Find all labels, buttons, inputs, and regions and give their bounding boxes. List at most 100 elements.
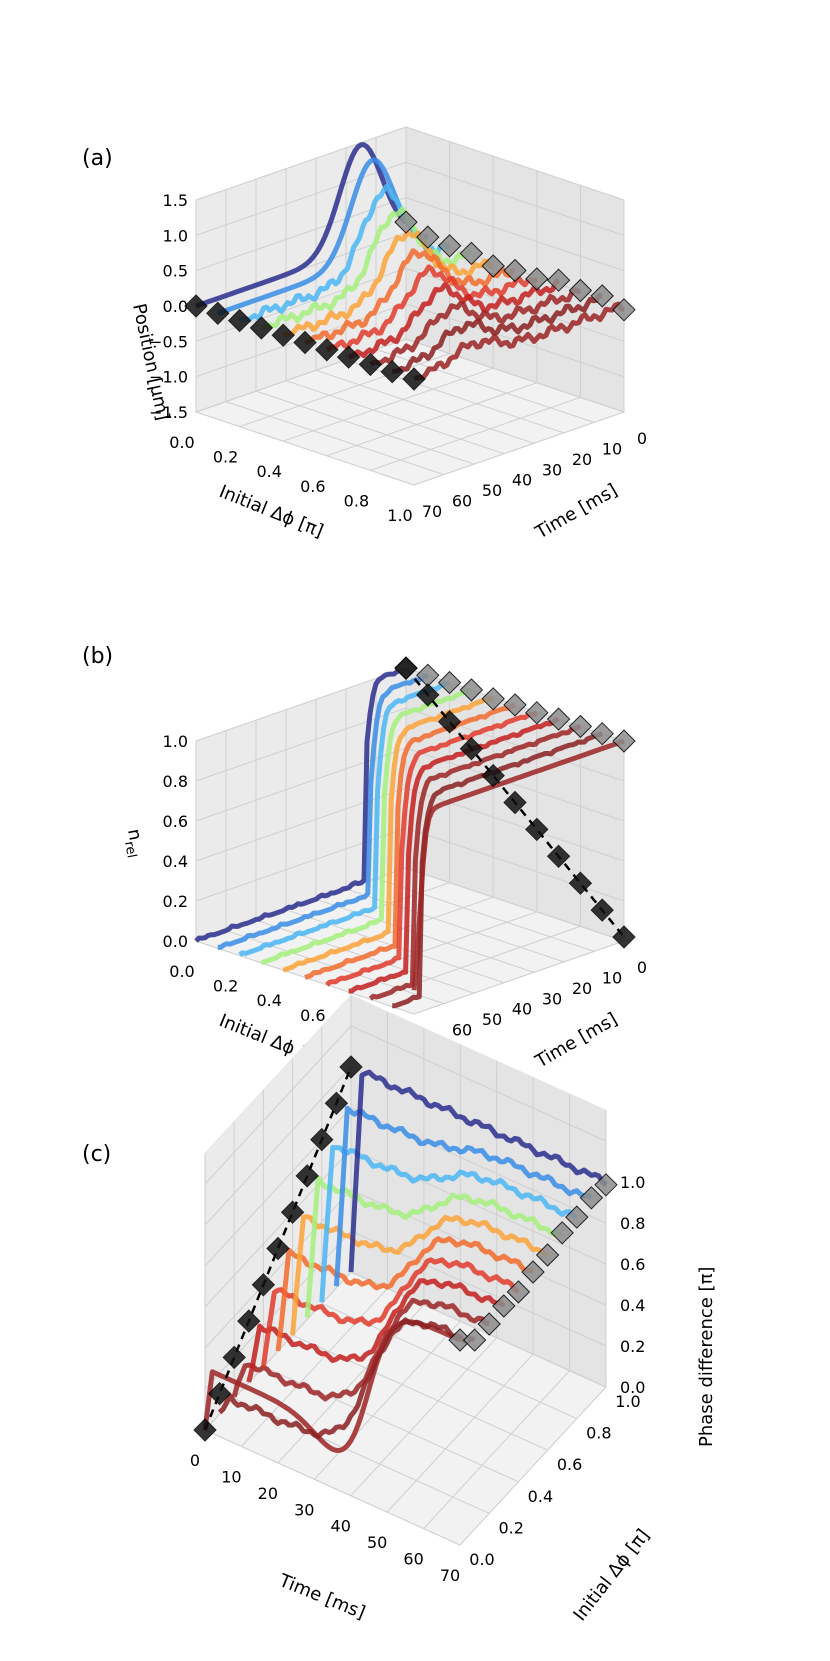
x-tick-label: 30 bbox=[294, 1500, 314, 1519]
z-tick-label: 0.4 bbox=[620, 1296, 645, 1315]
series-line bbox=[325, 264, 539, 352]
x-tick-label: 60 bbox=[403, 1550, 423, 1569]
end-marker bbox=[358, 352, 383, 377]
panel-b-series bbox=[194, 656, 636, 1009]
end-marker bbox=[506, 1280, 531, 1304]
start-marker bbox=[280, 1200, 305, 1224]
gridline bbox=[195, 126, 625, 201]
series-line bbox=[217, 1317, 476, 1440]
end-marker bbox=[184, 294, 208, 318]
panel-c-y-axis-label: Initial Δϕ [π] bbox=[569, 1525, 653, 1625]
panel-c-x-axis-label: Time [ms] bbox=[275, 1570, 368, 1624]
end-marker bbox=[612, 925, 636, 949]
x-tick-label: 70 bbox=[440, 1566, 460, 1585]
start-marker bbox=[612, 298, 636, 322]
start-marker bbox=[612, 729, 636, 753]
x-tick-label: 20 bbox=[258, 1484, 278, 1503]
series-line bbox=[217, 672, 429, 950]
y-tick-label: 0.2 bbox=[498, 1518, 523, 1537]
y-tick-label: 10 bbox=[602, 968, 622, 987]
start-marker bbox=[295, 1164, 319, 1188]
end-marker bbox=[249, 316, 274, 340]
start-marker bbox=[590, 284, 614, 308]
y-tick-label: 1.0 bbox=[615, 1392, 640, 1411]
end-marker bbox=[477, 1312, 501, 1336]
z-tick-label: 0.6 bbox=[620, 1255, 645, 1274]
series-line bbox=[275, 1236, 535, 1352]
end-marker bbox=[492, 1294, 516, 1318]
end-marker bbox=[525, 817, 549, 842]
panel-c-series bbox=[193, 1055, 618, 1453]
start-marker bbox=[437, 670, 462, 695]
start-marker bbox=[568, 278, 593, 303]
panel-c-grid bbox=[204, 995, 607, 1546]
end-marker bbox=[293, 330, 317, 355]
series-line bbox=[304, 248, 516, 345]
series-line bbox=[246, 1278, 506, 1383]
z-tick-label: −1.5 bbox=[149, 403, 188, 422]
panel-b-y-axis-label: Time [ms] bbox=[531, 1009, 621, 1073]
z-tick-label: 1.0 bbox=[163, 732, 188, 751]
z-tick-label: 0.6 bbox=[163, 812, 188, 831]
panel-c-phase-difference: (c) 0102030405060700.00.20.40.60.81.00.0… bbox=[82, 994, 717, 1625]
start-marker bbox=[503, 258, 527, 283]
start-marker bbox=[416, 225, 440, 249]
y-tick-label: 0.0 bbox=[469, 1550, 494, 1569]
gridline bbox=[204, 1107, 607, 1267]
start-guide-line bbox=[203, 1066, 353, 1431]
panel-b-z-axis-label: nrel bbox=[119, 827, 148, 859]
start-marker bbox=[503, 693, 527, 717]
series-line bbox=[411, 738, 625, 991]
series-line bbox=[194, 666, 408, 943]
z-tick-label: 0.0 bbox=[620, 1378, 645, 1397]
start-marker bbox=[266, 1236, 290, 1261]
start-marker bbox=[481, 254, 505, 278]
start-marker bbox=[310, 1127, 334, 1152]
x-tick-label: 50 bbox=[367, 1533, 387, 1552]
start-marker bbox=[339, 1055, 363, 1079]
start-marker bbox=[546, 268, 571, 292]
y-tick-label: 70 bbox=[422, 502, 442, 521]
z-tick-label: 1.0 bbox=[163, 226, 188, 245]
start-marker bbox=[193, 1418, 217, 1442]
end-marker bbox=[503, 790, 527, 815]
panel-b-z-axis-label-sub: rel bbox=[121, 840, 139, 859]
z-tick-label: 1.0 bbox=[620, 1173, 645, 1192]
x-tick-label: 1.0 bbox=[387, 506, 412, 525]
z-tick-label: 0.5 bbox=[163, 262, 188, 281]
gridline bbox=[195, 197, 625, 272]
end-marker bbox=[315, 338, 339, 362]
end-marker bbox=[380, 359, 404, 384]
start-marker bbox=[546, 707, 571, 731]
start-marker bbox=[459, 241, 484, 266]
panel-c-label: (c) bbox=[82, 1142, 111, 1167]
y-tick-label: 10 bbox=[602, 439, 622, 458]
end-marker bbox=[579, 1186, 604, 1210]
gridline bbox=[195, 338, 625, 413]
end-marker bbox=[550, 1221, 574, 1245]
y-tick-label: 60 bbox=[452, 1021, 472, 1040]
x-tick-label: 0.6 bbox=[300, 1006, 325, 1025]
end-marker bbox=[590, 898, 614, 922]
panel-a-y-axis-label: Time [ms] bbox=[531, 480, 621, 544]
start-marker bbox=[324, 1091, 349, 1116]
panel-a-z-axis-label: Position [µm] bbox=[128, 302, 173, 423]
start-marker bbox=[237, 1309, 261, 1333]
end-marker bbox=[568, 871, 593, 895]
end-marker bbox=[521, 1260, 545, 1284]
start-marker bbox=[590, 721, 614, 746]
series-line bbox=[319, 1145, 578, 1303]
x-tick-label: 0 bbox=[190, 1451, 200, 1470]
y-tick-label: 50 bbox=[482, 481, 502, 500]
panel-a-label: (a) bbox=[82, 146, 113, 171]
panel-a-tick-labels: 1.5 1.0 0.5 0.0 −0.5 −1.0 −1.5 0.0 0.2 0.4 0.6 0.8 1… bbox=[149, 191, 647, 525]
start-marker bbox=[525, 700, 549, 725]
start-marker bbox=[251, 1273, 276, 1297]
gridline bbox=[195, 707, 625, 782]
series-line bbox=[261, 206, 473, 331]
x-tick-label: 0.8 bbox=[344, 491, 369, 510]
y-tick-label: 40 bbox=[512, 1000, 532, 1019]
start-marker bbox=[222, 1345, 246, 1370]
y-tick-label: 30 bbox=[542, 460, 562, 479]
